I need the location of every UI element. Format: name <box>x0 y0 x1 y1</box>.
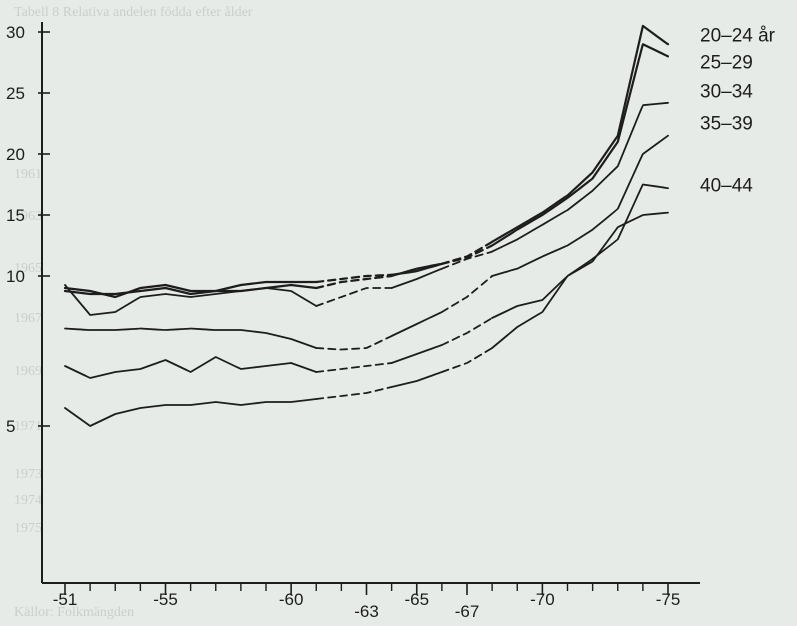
series-line-3 <box>64 134 669 351</box>
series-line-4 <box>64 183 669 379</box>
x-tick-label: -55 <box>153 590 178 609</box>
series-line-0 <box>63 24 670 299</box>
x-tick-label: -60 <box>279 590 304 609</box>
series-segment <box>64 356 318 379</box>
series-segment <box>64 327 318 349</box>
y-tick-label: 20 <box>6 145 25 164</box>
series-segment <box>64 398 318 427</box>
series-segment-dashed <box>315 273 393 284</box>
series-label-4: 40–44 <box>700 176 753 197</box>
series-segment-dashed <box>440 244 494 265</box>
series-segment <box>390 262 443 278</box>
series-segment <box>63 280 318 299</box>
ghost-row-label: 1965 <box>14 261 42 276</box>
ghost-row-label: 1971 <box>14 419 42 434</box>
ghost-row-label: 1975 <box>14 521 42 536</box>
ghost-row-label: 1969 <box>14 364 42 379</box>
series-segment <box>491 43 670 247</box>
series-segment-dashed <box>315 274 393 290</box>
series-segment-dashed <box>315 335 393 351</box>
series-segment-dashed <box>315 386 393 400</box>
series-segment-dashed <box>441 275 494 313</box>
series-label-0: 20–24 år <box>700 25 776 46</box>
ghost-row-label: 1974 <box>14 493 42 508</box>
x-tick-label: -70 <box>530 590 555 609</box>
series-segment-dashed <box>441 317 494 346</box>
series-segment <box>63 283 318 296</box>
x-tick-label: -63 <box>354 602 379 621</box>
y-tick-label: 15 <box>6 206 25 225</box>
background-table-ghost: Tabell 8 Relativa andelen födda efter ål… <box>14 5 253 620</box>
y-tick-label: 25 <box>6 84 25 103</box>
ghost-row-label: 1961 <box>14 167 42 182</box>
x-tick-label: -65 <box>404 590 429 609</box>
series-segment <box>491 101 669 253</box>
series-segment <box>390 371 443 388</box>
series-label-3: 35–39 <box>700 113 753 134</box>
series-segment-dashed <box>441 250 494 270</box>
x-tick-label: -75 <box>656 590 681 609</box>
series-segment <box>491 24 670 243</box>
y-tick-label: 5 <box>6 417 15 436</box>
x-tick-label: -51 <box>53 590 78 609</box>
series-segment-dashed <box>440 240 494 265</box>
ghost-row-label: 1963 <box>14 209 42 224</box>
ghost-table-rows: 1961 1963 1965 1967 1969 1971 1973 1974 1975 <box>14 167 42 536</box>
x-tick-label: -67 <box>455 602 480 621</box>
ghost-row-label: 1973 <box>14 467 42 482</box>
series-segment-dashed <box>315 287 393 307</box>
ghost-footnote: Källor: Folkmängden <box>14 605 134 620</box>
y-tick-label: 10 <box>6 267 25 286</box>
series-segment <box>491 134 669 277</box>
series-segment <box>390 267 443 289</box>
series-segment <box>390 344 443 364</box>
series-segment <box>390 311 443 337</box>
series-label-2: 30–34 <box>700 82 753 103</box>
series-segment <box>64 284 318 316</box>
series-labels: 20–24 år 25–29 30–34 35–39 40–44 <box>700 25 776 196</box>
series-layer <box>63 24 670 427</box>
series-line-5 <box>64 211 669 427</box>
series-segment <box>491 211 669 349</box>
series-segment-dashed <box>441 347 494 373</box>
series-line-1 <box>63 43 670 296</box>
series-segment <box>491 183 669 319</box>
series-label-1: 25–29 <box>700 52 753 73</box>
ghost-row-label: 1967 <box>14 311 42 326</box>
ghost-table-title: Tabell 8 Relativa andelen födda efter ål… <box>14 5 253 20</box>
series-segment-dashed <box>315 362 393 373</box>
y-tick-label: 30 <box>6 23 25 42</box>
axes: -51 -55 -60 -63 -65 -67 -70 -75 5 10 15 20 25 30 <box>6 22 700 621</box>
series-line-2 <box>64 101 669 316</box>
